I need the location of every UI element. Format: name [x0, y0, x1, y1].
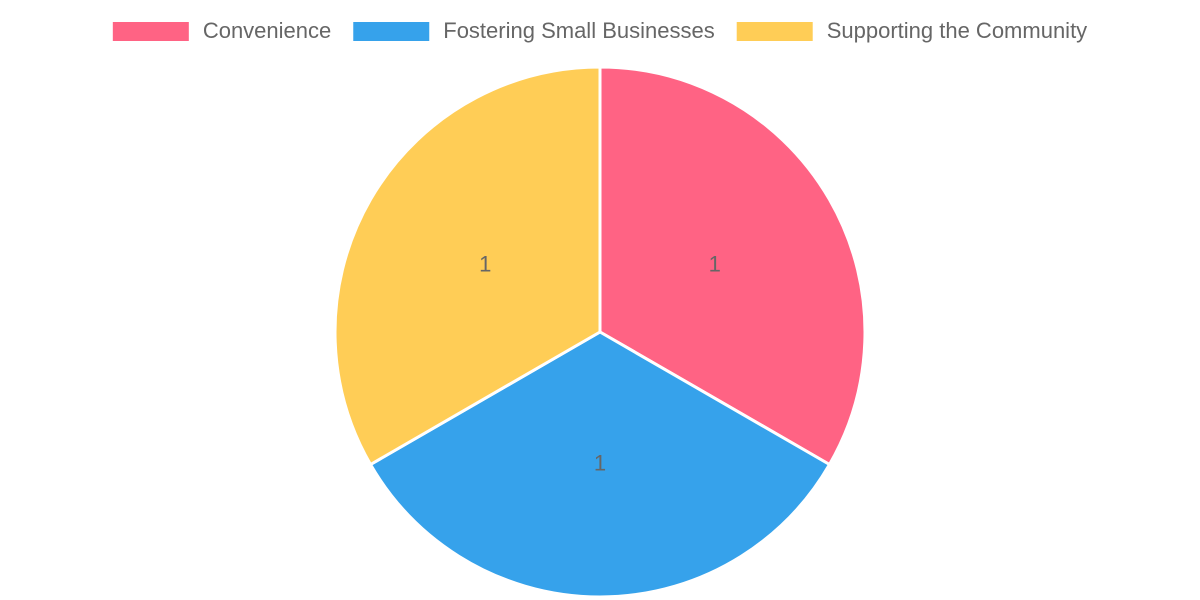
- data-label: 1: [709, 252, 721, 277]
- legend-label: Supporting the Community: [827, 18, 1087, 43]
- legend-swatch: [112, 22, 189, 41]
- legend-swatch: [736, 22, 813, 41]
- data-label: 1: [479, 252, 491, 277]
- legend-swatch: [353, 22, 430, 41]
- pie-slice: [333, 65, 602, 467]
- legend: Convenience Fostering Small Businesses Sup…: [112, 18, 1087, 43]
- legend-label: Convenience: [203, 18, 331, 43]
- legend-label: Fostering Small Businesses: [443, 18, 714, 43]
- data-label: 1: [594, 450, 606, 475]
- pie-slice: [368, 330, 832, 599]
- pie-slice: [598, 65, 867, 467]
